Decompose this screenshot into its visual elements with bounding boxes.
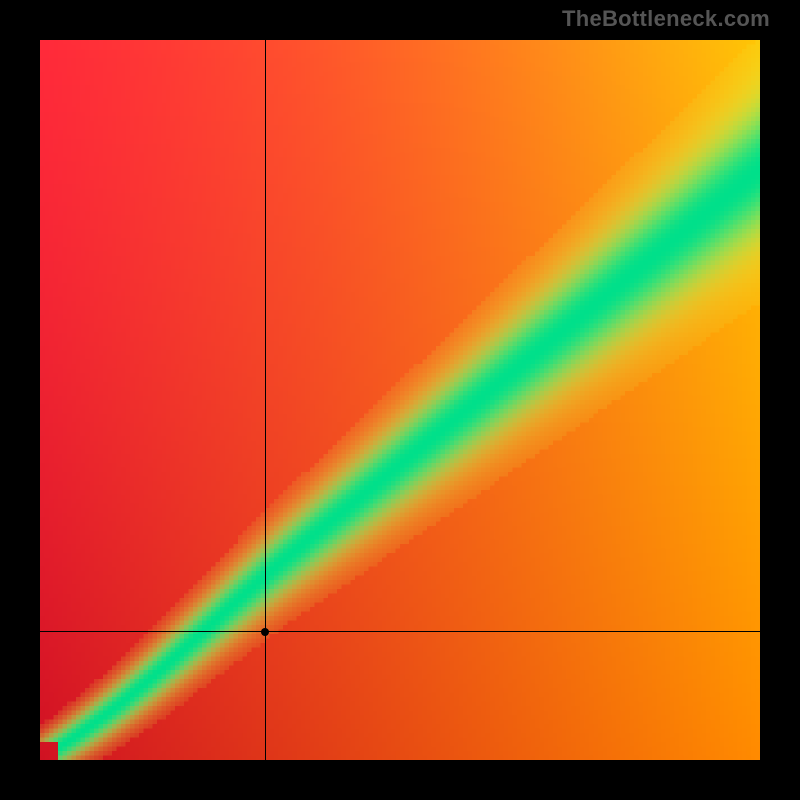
bottleneck-heatmap [40,40,760,760]
crosshair-horizontal [40,631,760,632]
chart-container: TheBottleneck.com [0,0,800,800]
watermark-text: TheBottleneck.com [562,6,770,32]
crosshair-vertical [265,40,266,760]
